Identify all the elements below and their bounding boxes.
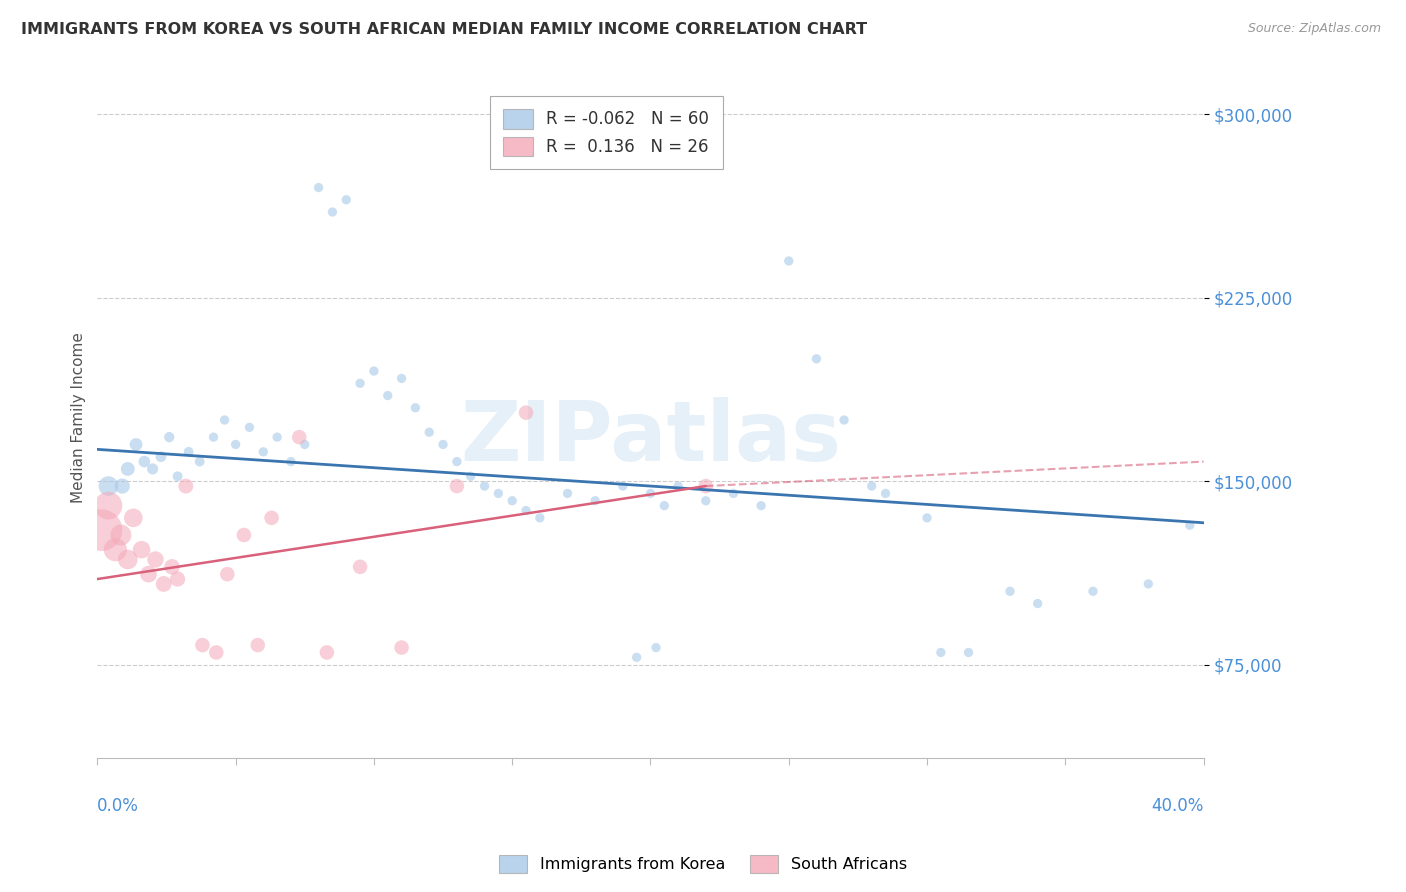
Point (166, 572, 188, 586)
Point (188, 454, 211, 468)
Point (111, 479, 134, 493)
Point (191, 638, 214, 652)
Point (583, 493, 606, 508)
Point (90, 523, 112, 537)
Point (377, 388, 399, 402)
Point (1137, 577, 1160, 591)
Point (749, 499, 772, 513)
Point (666, 479, 689, 493)
Point (145, 552, 167, 566)
Point (640, 486, 662, 500)
Point (1081, 584, 1104, 599)
Point (134, 454, 156, 468)
Y-axis label: Median Family Income: Median Family Income (72, 332, 86, 503)
Point (308, 180, 330, 194)
Point (160, 559, 183, 574)
Point (1026, 597, 1049, 611)
Point (316, 645, 339, 659)
Point (246, 638, 269, 652)
Point (418, 425, 440, 440)
Point (501, 493, 523, 508)
Point (125, 437, 148, 451)
Point (404, 401, 426, 415)
Point (391, 371, 413, 385)
Point (266, 430, 288, 444)
Point (110, 528, 132, 542)
Point (695, 479, 717, 493)
Point (626, 650, 648, 665)
Point (131, 542, 153, 557)
Point (117, 552, 139, 566)
Point (321, 205, 343, 219)
Point (166, 469, 188, 483)
Text: IMMIGRANTS FROM KOREA VS SOUTH AFRICAN MEDIAN FAMILY INCOME CORRELATION CHART: IMMIGRANTS FROM KOREA VS SOUTH AFRICAN M… (21, 22, 868, 37)
Point (1178, 518, 1201, 533)
Point (142, 462, 165, 476)
Point (157, 430, 180, 444)
Legend: Immigrants from Korea, South Africans: Immigrants from Korea, South Africans (492, 848, 914, 880)
Text: ZIPatlas: ZIPatlas (460, 398, 841, 478)
Point (152, 577, 174, 591)
Text: 40.0%: 40.0% (1152, 797, 1204, 814)
Point (349, 376, 371, 391)
Point (806, 351, 828, 366)
Point (217, 567, 239, 582)
Point (104, 542, 127, 557)
Point (214, 413, 236, 427)
Point (232, 528, 254, 542)
Point (515, 503, 537, 517)
Point (294, 437, 316, 451)
Point (460, 469, 482, 483)
Point (260, 511, 283, 525)
Text: Source: ZipAtlas.com: Source: ZipAtlas.com (1247, 22, 1381, 36)
Point (177, 445, 200, 459)
Point (288, 430, 311, 444)
Point (97, 479, 120, 493)
Point (723, 486, 745, 500)
Point (832, 413, 855, 427)
Point (238, 420, 260, 434)
Legend: R = -0.062   N = 60, R =  0.136   N = 26: R = -0.062 N = 60, R = 0.136 N = 26 (489, 96, 723, 169)
Point (252, 445, 274, 459)
Point (915, 511, 938, 525)
Point (778, 254, 800, 268)
Point (432, 437, 454, 451)
Point (122, 511, 145, 525)
Point (612, 479, 634, 493)
Point (957, 645, 980, 659)
Point (875, 486, 897, 500)
Point (929, 645, 952, 659)
Point (138, 567, 160, 582)
Point (446, 454, 468, 468)
Point (225, 437, 247, 451)
Text: 0.0%: 0.0% (97, 797, 139, 814)
Point (149, 450, 172, 464)
Point (391, 640, 413, 655)
Point (557, 486, 579, 500)
Point (335, 193, 357, 207)
Point (363, 364, 385, 378)
Point (529, 511, 551, 525)
Point (280, 454, 302, 468)
Point (205, 645, 228, 659)
Point (446, 479, 468, 493)
Point (117, 462, 139, 476)
Point (652, 499, 675, 513)
Point (97, 499, 120, 513)
Point (349, 559, 371, 574)
Point (474, 479, 496, 493)
Point (486, 486, 509, 500)
Point (998, 584, 1021, 599)
Point (695, 493, 717, 508)
Point (645, 640, 668, 655)
Point (515, 406, 537, 420)
Point (860, 479, 883, 493)
Point (174, 479, 197, 493)
Point (202, 430, 225, 444)
